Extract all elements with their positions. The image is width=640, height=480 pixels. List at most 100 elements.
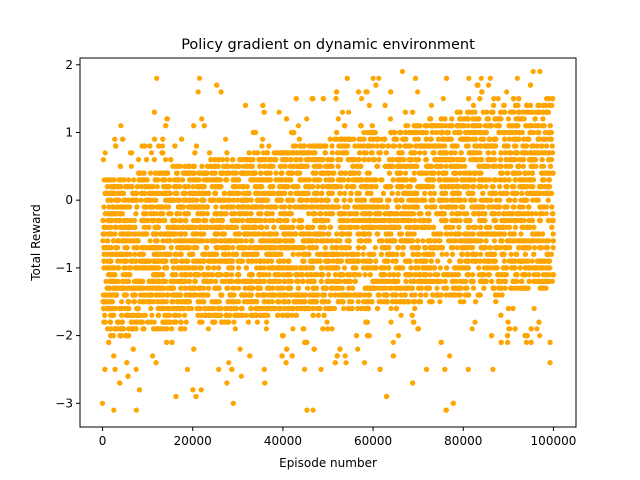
scatter-point — [469, 326, 475, 332]
scatter-point — [355, 346, 361, 352]
scatter-point — [532, 245, 538, 251]
scatter-point — [232, 326, 238, 332]
scatter-point — [219, 157, 226, 163]
scatter-point — [231, 319, 237, 325]
scatter-point — [103, 278, 109, 284]
scatter-point — [318, 366, 324, 372]
scatter-point — [138, 184, 145, 190]
scatter-point — [264, 224, 270, 230]
scatter-point — [335, 116, 341, 122]
scatter-point — [509, 190, 515, 196]
scatter-point — [332, 292, 338, 298]
scatter-point — [334, 231, 340, 237]
scatter-point — [168, 245, 174, 251]
scatter-point — [117, 258, 123, 264]
scatter-point — [236, 299, 242, 305]
scatter-point — [131, 177, 137, 183]
scatter-point — [219, 204, 225, 210]
scatter-point — [417, 150, 423, 156]
scatter-point — [412, 136, 418, 142]
scatter-point — [342, 190, 348, 196]
scatter-point — [322, 245, 328, 251]
scatter-point — [236, 285, 242, 291]
scatter-point — [531, 305, 537, 312]
scatter-point — [453, 238, 459, 244]
scatter-point — [383, 285, 389, 291]
scatter-point — [338, 184, 344, 190]
scatter-point — [497, 184, 503, 190]
scatter-point — [444, 197, 450, 203]
scatter-point — [437, 299, 443, 305]
scatter-point — [412, 217, 418, 224]
scatter-point — [470, 272, 476, 278]
scatter-point — [539, 157, 545, 163]
scatter-point — [259, 143, 265, 149]
scatter-point — [261, 231, 267, 237]
scatter-points — [99, 68, 557, 413]
scatter-point — [289, 312, 295, 318]
scatter-point — [236, 265, 242, 271]
scatter-point — [487, 245, 493, 251]
scatter-point — [395, 190, 401, 196]
scatter-point — [223, 136, 229, 142]
scatter-point — [415, 89, 421, 95]
scatter-point — [533, 211, 539, 217]
scatter-point — [411, 170, 417, 176]
scatter-point — [101, 204, 107, 210]
scatter-point — [508, 217, 514, 224]
scatter-point — [304, 272, 310, 278]
scatter-point — [180, 177, 186, 183]
scatter-point — [415, 136, 421, 142]
scatter-point — [329, 150, 335, 156]
scatter-point — [441, 143, 448, 149]
scatter-point — [341, 305, 347, 312]
scatter-point — [529, 143, 535, 149]
scatter-point — [172, 238, 178, 244]
scatter-point — [230, 170, 236, 176]
scatter-point — [190, 184, 196, 190]
scatter-point — [148, 150, 155, 156]
scatter-point — [531, 272, 537, 278]
scatter-point — [147, 238, 153, 244]
scatter-point — [218, 89, 224, 95]
scatter-point — [372, 245, 378, 251]
scatter-point — [339, 109, 345, 115]
scatter-point — [152, 170, 158, 176]
scatter-point — [162, 157, 169, 163]
scatter-point — [256, 231, 262, 237]
scatter-point — [230, 245, 236, 251]
scatter-point — [457, 217, 463, 224]
scatter-point — [530, 184, 536, 190]
scatter-point — [348, 190, 354, 196]
scatter-point — [545, 238, 552, 244]
scatter-point — [466, 75, 472, 81]
scatter-point — [388, 305, 394, 312]
scatter-point — [261, 366, 267, 372]
scatter-point — [162, 217, 168, 224]
scatter-point — [291, 217, 297, 224]
scatter-point — [361, 129, 367, 136]
scatter-point — [177, 217, 183, 224]
scatter-point — [420, 238, 426, 244]
scatter-point — [273, 170, 279, 176]
scatter-point — [433, 129, 440, 136]
scatter-point — [550, 245, 556, 251]
scatter-point — [539, 143, 545, 149]
scatter-point — [336, 292, 342, 298]
scatter-point — [543, 272, 550, 278]
scatter-point — [501, 102, 507, 108]
scatter-point — [216, 366, 222, 372]
scatter-point — [519, 190, 525, 196]
scatter-point — [374, 143, 380, 149]
scatter-point — [315, 184, 321, 190]
scatter-point — [505, 319, 511, 325]
scatter-point — [465, 366, 471, 372]
scatter-point — [530, 197, 536, 203]
scatter-point — [444, 231, 450, 237]
scatter-point — [243, 238, 249, 244]
scatter-point — [310, 407, 316, 413]
scatter-point — [199, 116, 205, 122]
scatter-point — [154, 184, 160, 190]
scatter-point — [128, 163, 134, 169]
scatter-point — [338, 170, 344, 176]
